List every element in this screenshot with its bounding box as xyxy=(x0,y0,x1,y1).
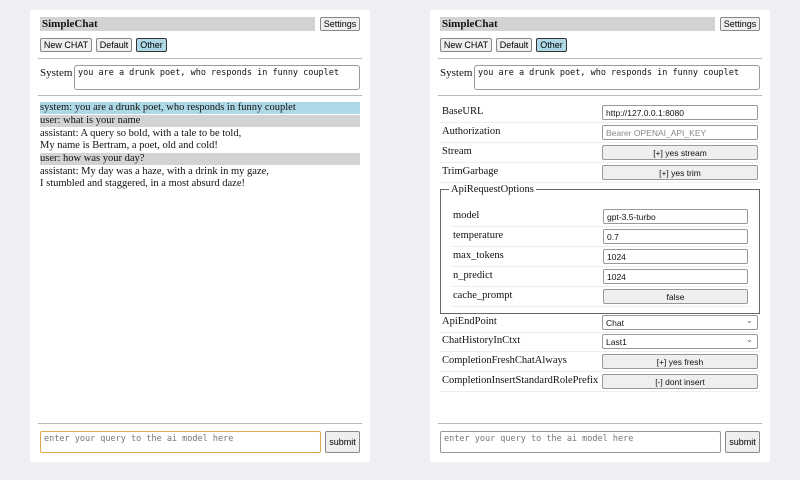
chat-panel: SimpleChat Settings New CHAT Default Oth… xyxy=(30,10,370,462)
new-chat-button[interactable]: New CHAT xyxy=(40,38,92,52)
message-assistant: assistant: A query so bold, with a tale … xyxy=(40,128,242,151)
setting-insert-prefix: CompletionInsertStandardRolePrefix [-] do… xyxy=(440,372,760,392)
settings-button[interactable]: Settings xyxy=(320,17,360,31)
setting-temperature: temperature 0.7 xyxy=(451,227,751,247)
setting-api-endpoint: ApiEndPoint Chat xyxy=(440,313,760,333)
setting-label: BaseURL xyxy=(442,106,484,117)
setting-base-url: BaseURL http://127.0.0.1:8080 xyxy=(440,103,760,123)
stream-toggle-button[interactable]: [+] yes stream xyxy=(602,145,758,160)
setting-label: CompletionFreshChatAlways xyxy=(442,355,567,366)
setting-trim-garbage: TrimGarbage [+] yes trim xyxy=(440,163,760,183)
n-predict-input[interactable]: 1024 xyxy=(603,269,748,284)
divider xyxy=(438,95,762,96)
setting-label: TrimGarbage xyxy=(442,166,499,177)
setting-max-tokens: max_tokens 1024 xyxy=(451,247,751,267)
settings-button[interactable]: Settings xyxy=(720,17,760,31)
model-input[interactable]: gpt-3.5-turbo xyxy=(603,209,748,224)
insert-prefix-toggle-button[interactable]: [-] dont insert xyxy=(602,374,758,389)
setting-label: Authorization xyxy=(442,126,501,137)
setting-stream: Stream [+] yes stream xyxy=(440,143,760,163)
other-chat-button[interactable]: Other xyxy=(536,38,567,52)
base-url-input[interactable]: http://127.0.0.1:8080 xyxy=(602,105,758,120)
api-request-options-group: ApiRequestOptions model gpt-3.5-turbo tem… xyxy=(440,184,760,314)
system-label: System xyxy=(440,67,473,79)
setting-model: model gpt-3.5-turbo xyxy=(451,207,751,227)
other-chat-button[interactable]: Other xyxy=(136,38,167,52)
message-assistant: assistant: My day was a haze, with a dri… xyxy=(40,166,269,189)
api-endpoint-select[interactable]: Chat xyxy=(602,314,758,330)
divider xyxy=(438,423,762,424)
setting-authorization: Authorization Bearer OPENAI_API_KEY xyxy=(440,123,760,143)
divider xyxy=(438,58,762,59)
divider xyxy=(38,95,362,96)
setting-label: model xyxy=(453,210,480,221)
settings-panel: SimpleChat Settings New CHAT Default Oth… xyxy=(430,10,770,462)
system-prompt-input[interactable]: you are a drunk poet, who responds in fu… xyxy=(474,65,760,90)
setting-label: temperature xyxy=(453,230,504,241)
app-title: SimpleChat xyxy=(440,17,715,31)
system-prompt-input[interactable]: you are a drunk poet, who responds in fu… xyxy=(74,65,360,90)
default-chat-button[interactable]: Default xyxy=(496,38,532,52)
api-request-options-legend: ApiRequestOptions xyxy=(451,184,534,195)
temperature-input[interactable]: 0.7 xyxy=(603,229,748,244)
authorization-input[interactable]: Bearer OPENAI_API_KEY xyxy=(602,125,758,140)
submit-button[interactable]: submit xyxy=(725,431,760,453)
query-input[interactable]: enter your query to the ai model here xyxy=(440,431,721,453)
setting-label: max_tokens xyxy=(453,250,504,261)
new-chat-button[interactable]: New CHAT xyxy=(440,38,492,52)
system-label: System xyxy=(40,67,73,79)
setting-label: ChatHistoryInCtxt xyxy=(442,335,521,346)
max-tokens-input[interactable]: 1024 xyxy=(603,249,748,264)
divider xyxy=(38,423,362,424)
setting-label: CompletionInsertStandardRolePrefix xyxy=(442,375,599,386)
query-input[interactable]: enter your query to the ai model here xyxy=(40,431,321,453)
app-title: SimpleChat xyxy=(40,17,315,31)
message-user: user: how was your day? xyxy=(40,153,360,165)
fresh-chat-toggle-button[interactable]: [+] yes fresh xyxy=(602,354,758,369)
setting-label: ApiEndPoint xyxy=(442,316,497,327)
trim-garbage-toggle-button[interactable]: [+] yes trim xyxy=(602,165,758,180)
default-chat-button[interactable]: Default xyxy=(96,38,132,52)
setting-fresh-chat: CompletionFreshChatAlways [+] yes fresh xyxy=(440,352,760,372)
setting-label: cache_prompt xyxy=(453,290,513,301)
setting-label: Stream xyxy=(442,146,472,157)
message-system: system: you are a drunk poet, who respon… xyxy=(40,102,360,114)
message-user: user: what is your name xyxy=(40,115,360,127)
setting-cache-prompt: cache_prompt false xyxy=(451,287,751,307)
chat-messages: system: you are a drunk poet, who respon… xyxy=(40,102,360,191)
cache-prompt-toggle-button[interactable]: false xyxy=(603,289,748,304)
setting-chat-history: ChatHistoryInCtxt Last1 xyxy=(440,332,760,352)
submit-button[interactable]: submit xyxy=(325,431,360,453)
setting-n-predict: n_predict 1024 xyxy=(451,267,751,287)
chat-history-select[interactable]: Last1 xyxy=(602,333,758,349)
setting-label: n_predict xyxy=(453,270,493,281)
divider xyxy=(38,58,362,59)
